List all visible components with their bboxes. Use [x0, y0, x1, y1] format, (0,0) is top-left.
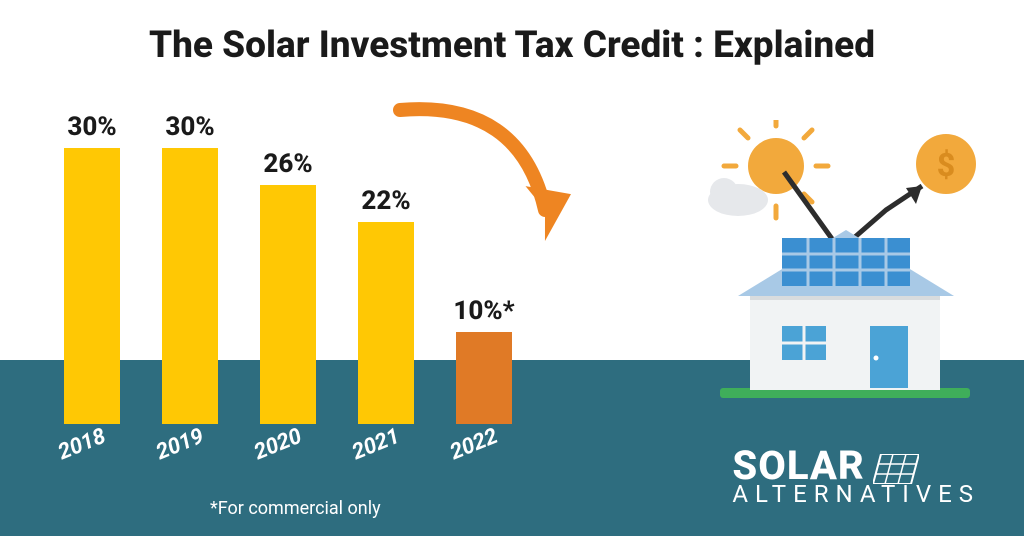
x-axis-labels: 20182019202020212022 [48, 432, 588, 457]
bar-rect [162, 148, 218, 424]
bar-value-label: 26% [263, 149, 312, 179]
bar-value-label: 30% [67, 112, 116, 142]
bar-value-label: 10%* [453, 296, 514, 326]
page-title: The Solar Investment Tax Credit : Explai… [0, 24, 1024, 67]
bar-value-label: 22% [361, 186, 410, 216]
bar-value-label: 30% [165, 112, 214, 142]
svg-text:$: $ [937, 146, 955, 184]
bar-2018: 30% [64, 112, 120, 424]
bar-rect [358, 222, 414, 424]
bar-group: 30% 30% 26% 22% 10%* [58, 84, 578, 424]
bar-rect [260, 185, 316, 424]
footnote: *For commercial only [210, 498, 381, 519]
bar-rect [456, 332, 512, 424]
brand-logo: SOLAR ALTERNATIVES [732, 448, 980, 506]
itc-bar-chart: 30% 30% 26% 22% 10%* [58, 84, 578, 424]
bar-2019: 30% [162, 112, 218, 424]
bar-2022: 10%* [456, 296, 512, 424]
bar-2020: 26% [260, 149, 316, 424]
logo-word-1: SOLAR [732, 448, 864, 484]
logo-word-2: ALTERNATIVES [732, 484, 980, 506]
house-illustration: $ [690, 120, 990, 420]
bar-2021: 22% [358, 186, 414, 424]
bar-rect [64, 148, 120, 424]
